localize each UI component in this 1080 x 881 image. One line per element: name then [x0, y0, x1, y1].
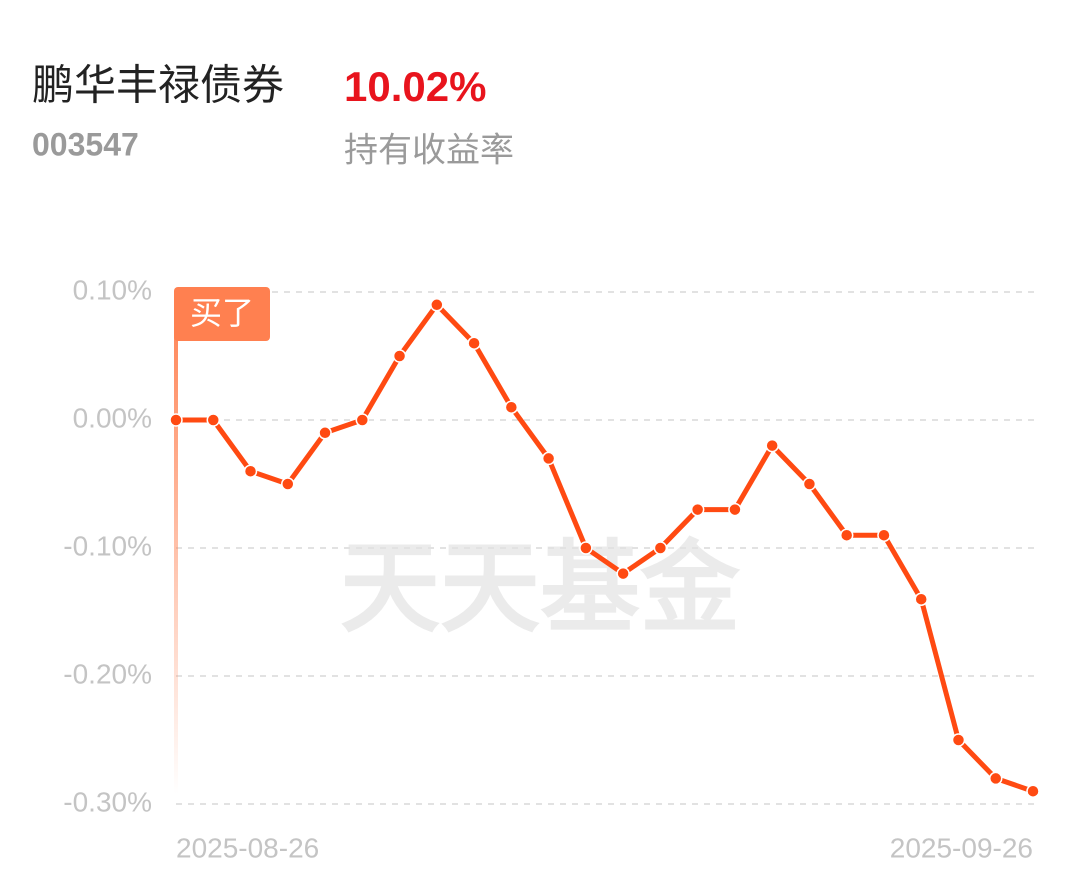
- line: [173, 302, 1036, 794]
- watermark: 天天基金: [340, 529, 741, 646]
- y-tick-label: 0.00%: [73, 402, 152, 433]
- y-tick-label: -0.10%: [63, 530, 152, 561]
- point: [765, 438, 779, 453]
- buy-line: [174, 292, 178, 794]
- point: [318, 426, 332, 440]
- point: [281, 477, 295, 491]
- buy-label: 买了: [190, 294, 254, 332]
- point: [504, 400, 519, 414]
- point: [206, 413, 221, 427]
- point: [802, 477, 817, 491]
- y-tick-label: -0.30%: [63, 786, 152, 817]
- point: [355, 413, 370, 427]
- point: [392, 349, 407, 363]
- point: [1026, 784, 1040, 798]
- fund-name: 鹏华丰禄债券: [32, 61, 284, 110]
- point: [728, 502, 742, 517]
- fund-code: 003547: [32, 126, 139, 162]
- point: [541, 451, 556, 466]
- point: [690, 502, 705, 517]
- point: [169, 413, 183, 427]
- point: [951, 733, 966, 747]
- y-tick-label: -0.20%: [63, 658, 152, 689]
- point: [616, 566, 630, 581]
- return-label: 持有收益率: [344, 131, 514, 171]
- y-tick-label: 0.10%: [73, 274, 152, 305]
- fund-return: 10.02%: [344, 63, 486, 110]
- point: [988, 771, 1003, 786]
- point: [653, 541, 668, 555]
- plot: 0.10% 0.00% -0.10% -0.20% -0.30% 2025-08-26 20…: [63, 274, 1040, 863]
- point: [579, 541, 593, 555]
- point: [914, 592, 928, 606]
- point: [430, 298, 444, 312]
- point: [243, 464, 258, 478]
- x-tick-label: 2025-09-26: [890, 832, 1033, 863]
- point: [877, 528, 891, 542]
- point: [839, 528, 854, 542]
- x-tick-label: 2025-08-26: [176, 832, 319, 863]
- buy-badge: [174, 287, 270, 341]
- point: [467, 336, 481, 350]
